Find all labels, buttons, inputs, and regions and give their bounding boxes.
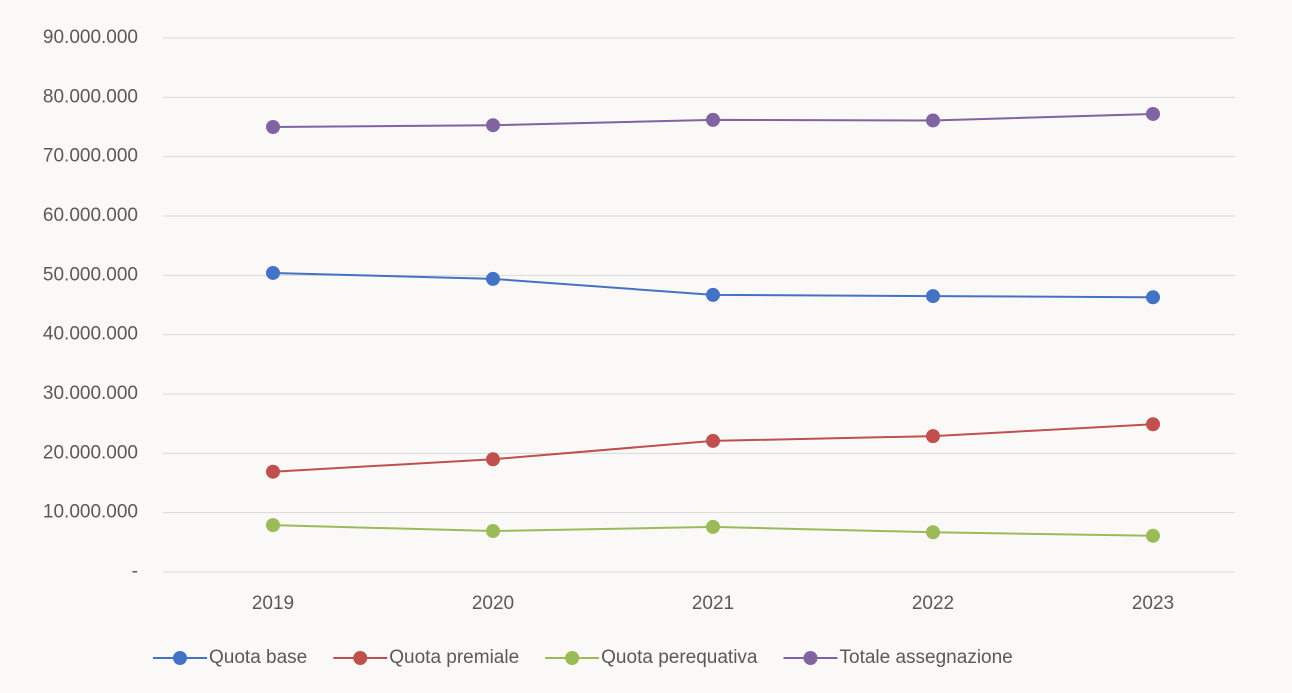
legend-label: Quota perequativa: [601, 647, 758, 668]
data-point: [486, 524, 500, 539]
data-point: [1146, 528, 1160, 543]
data-point: [706, 433, 720, 448]
y-tick-label: 30.000.000: [43, 383, 138, 404]
data-point: [1146, 417, 1160, 432]
data-point: [266, 464, 280, 479]
y-tick-label: 80.000.000: [43, 86, 138, 107]
data-point: [926, 525, 940, 540]
y-tick-label: 10.000.000: [43, 502, 138, 523]
x-tick-label: 2019: [252, 593, 294, 614]
data-point: [706, 112, 720, 127]
data-point: [1146, 106, 1160, 121]
x-tick-label: 2022: [912, 593, 954, 614]
data-point: [706, 519, 720, 534]
legend-marker: [173, 651, 187, 665]
data-point: [1146, 290, 1160, 305]
data-point: [926, 429, 940, 444]
y-tick-label: 70.000.000: [43, 146, 138, 167]
x-tick-label: 2020: [472, 593, 514, 614]
legend: Quota base Quota premiale Quota perequativ…: [153, 647, 1013, 668]
legend-label: Quota premiale: [389, 647, 519, 668]
y-tick-label: -: [132, 561, 138, 582]
x-tick-label: 2021: [692, 593, 734, 614]
series-line: [272, 423, 1154, 473]
data-point: [266, 120, 280, 134]
data-point: [486, 118, 500, 133]
y-tick-label: 40.000.000: [43, 324, 138, 345]
legend-marker: [803, 651, 818, 665]
data-point: [266, 518, 280, 533]
y-tick-label: 20.000.000: [43, 442, 138, 463]
data-point: [926, 289, 940, 304]
legend-label: Totale assegnazione: [840, 647, 1013, 668]
legend-marker: [565, 651, 580, 665]
data-point: [926, 113, 940, 128]
y-tick-label: 60.000.000: [43, 205, 138, 226]
legend-marker: [353, 651, 368, 665]
legend-label: Quota base: [209, 647, 307, 668]
data-point: [486, 452, 500, 467]
x-tick-label: 2023: [1132, 593, 1174, 614]
data-point: [486, 271, 500, 286]
y-tick-label: 90.000.000: [43, 27, 138, 48]
data-point: [706, 287, 720, 302]
data-point: [266, 265, 280, 280]
y-tick-label: 50.000.000: [43, 264, 138, 285]
